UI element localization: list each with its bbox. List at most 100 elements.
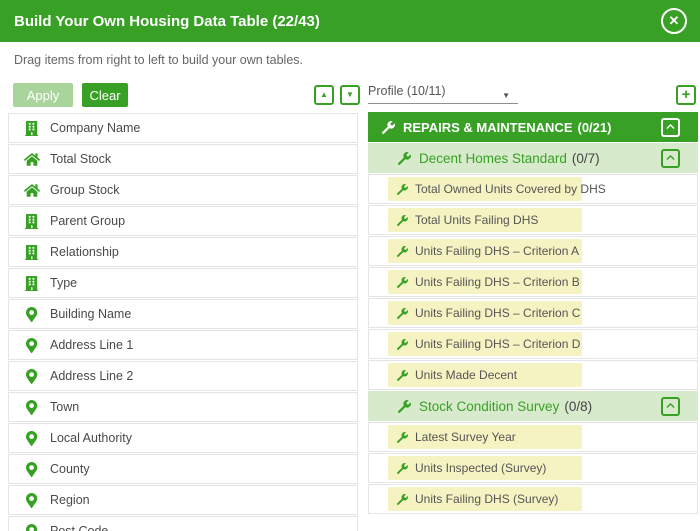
list-item[interactable]: County (8, 454, 358, 484)
draggable-field[interactable]: Units Failing DHS – Criterion A (388, 239, 582, 263)
wrench-icon (398, 151, 411, 165)
item-label: Relationship (50, 245, 119, 259)
wrench-icon (382, 120, 395, 134)
list-item[interactable]: Town (8, 392, 358, 422)
wrench-icon (397, 214, 408, 226)
arrow-up-icon: ▲ (320, 90, 328, 99)
draggable-field[interactable]: Units Inspected (Survey) (388, 456, 582, 480)
chevron-down-icon: ▼ (502, 91, 510, 100)
available-fields-list: REPAIRS & MAINTENANCE (0/21) Decent Homes … (368, 112, 698, 515)
list-item[interactable]: Building Name (8, 299, 358, 329)
group-header-repairs-maintenance[interactable]: REPAIRS & MAINTENANCE (0/21) (368, 112, 698, 142)
move-down-button[interactable]: ▼ (340, 85, 360, 105)
field-row: Units Failing DHS – Criterion C (368, 298, 698, 328)
item-label: Building Name (50, 307, 132, 321)
section-header-decent-homes-standard[interactable]: Decent Homes Standard (0/7) (368, 143, 698, 173)
collapse-button[interactable] (661, 148, 680, 168)
item-label: Local Authority (50, 431, 132, 445)
draggable-field[interactable]: Units Made Decent (388, 363, 582, 387)
wrench-icon (397, 276, 408, 288)
building-icon (24, 120, 40, 136)
section-count: (0/8) (564, 398, 593, 414)
section-label: Stock Condition Survey (419, 398, 560, 414)
field-row: Total Units Failing DHS (368, 205, 698, 235)
collapse-button[interactable] (661, 396, 680, 416)
close-icon: ✕ (668, 13, 680, 28)
draggable-field[interactable]: Units Failing DHS – Criterion D (388, 332, 582, 356)
draggable-field[interactable]: Total Units Failing DHS (388, 208, 582, 232)
add-profile-button[interactable]: + (676, 85, 696, 105)
item-label: County (50, 462, 90, 476)
item-label: Post Code (50, 524, 109, 531)
field-row: Units Failing DHS – Criterion D (368, 329, 698, 359)
list-item[interactable]: Region (8, 485, 358, 515)
list-item[interactable]: Company Name (8, 113, 358, 143)
item-label: Group Stock (50, 183, 120, 197)
wrench-icon (397, 338, 408, 350)
list-item[interactable]: Post Code (8, 516, 358, 531)
map-pin-icon (24, 399, 40, 415)
map-pin-icon (24, 368, 40, 384)
list-item[interactable]: Parent Group (8, 206, 358, 236)
modal-header: Build Your Own Housing Data Table (22/43… (0, 0, 700, 42)
field-label: Units Made Decent (415, 368, 518, 382)
page-title: Build Your Own Housing Data Table (22/43… (14, 12, 320, 30)
item-label: Address Line 2 (50, 369, 134, 383)
list-item[interactable]: Address Line 1 (8, 330, 358, 360)
collapse-button[interactable] (661, 117, 680, 137)
item-label: Region (50, 493, 90, 507)
list-item[interactable]: Type (8, 268, 358, 298)
map-pin-icon (24, 337, 40, 353)
field-row: Total Owned Units Covered by DHS (368, 174, 698, 204)
list-item[interactable]: Address Line 2 (8, 361, 358, 391)
field-row: Latest Survey Year (368, 422, 698, 452)
field-row: Units Failing DHS (Survey) (368, 484, 698, 514)
wrench-icon (397, 183, 408, 195)
home-icon (24, 152, 40, 167)
draggable-field[interactable]: Units Failing DHS – Criterion C (388, 301, 582, 325)
draggable-field[interactable]: Latest Survey Year (388, 425, 582, 449)
home-icon (24, 183, 40, 198)
map-pin-icon (24, 492, 40, 508)
close-button[interactable]: ✕ (661, 8, 687, 34)
wrench-icon (397, 462, 408, 474)
section-header-stock-condition-survey[interactable]: Stock Condition Survey (0/8) (368, 391, 698, 421)
apply-button[interactable]: Apply (13, 83, 73, 107)
chevron-up-icon (665, 120, 676, 135)
field-label: Units Inspected (Survey) (415, 461, 547, 475)
map-pin-icon (24, 430, 40, 446)
draggable-field[interactable]: Units Failing DHS – Criterion B (388, 270, 582, 294)
field-row: Units Failing DHS – Criterion B (368, 267, 698, 297)
clear-button[interactable]: Clear (82, 83, 128, 107)
arrow-down-icon: ▼ (346, 90, 354, 99)
draggable-field[interactable]: Total Owned Units Covered by DHS (388, 177, 606, 201)
section-count: (0/7) (571, 150, 600, 166)
move-up-button[interactable]: ▲ (314, 85, 334, 105)
wrench-icon (397, 493, 408, 505)
wrench-icon (398, 399, 411, 413)
building-icon (24, 275, 40, 291)
field-row: Units Failing DHS – Criterion A (368, 236, 698, 266)
wrench-icon (397, 307, 408, 319)
wrench-icon (397, 245, 408, 257)
selected-columns-list: Company Name Total Stock Group Stock Parent… (8, 113, 358, 531)
list-item[interactable]: Local Authority (8, 423, 358, 453)
list-item[interactable]: Group Stock (8, 175, 358, 205)
field-label: Units Failing DHS – Criterion C (415, 306, 581, 320)
profile-select[interactable]: Profile (10/11) ▼ (368, 84, 518, 104)
section-label: Decent Homes Standard (419, 150, 567, 166)
wrench-icon (397, 369, 408, 381)
drag-instructions: Drag items from right to left to build y… (14, 53, 304, 67)
item-label: Total Stock (50, 152, 112, 166)
building-icon (24, 244, 40, 260)
plus-icon: + (681, 85, 691, 103)
chevron-up-icon (665, 151, 676, 166)
field-label: Total Units Failing DHS (415, 213, 539, 227)
map-pin-icon (24, 461, 40, 477)
field-label: Latest Survey Year (415, 430, 516, 444)
list-item[interactable]: Total Stock (8, 144, 358, 174)
list-item[interactable]: Relationship (8, 237, 358, 267)
item-label: Town (50, 400, 80, 414)
field-label: Units Failing DHS – Criterion A (415, 244, 580, 258)
draggable-field[interactable]: Units Failing DHS (Survey) (388, 487, 582, 511)
